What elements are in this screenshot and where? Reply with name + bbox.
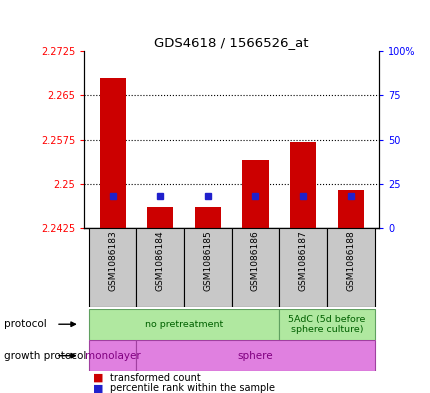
Bar — [89, 309, 279, 340]
Bar — [337, 189, 363, 228]
Text: growth protocol: growth protocol — [4, 351, 86, 361]
Bar — [279, 228, 326, 307]
Text: GSM1086185: GSM1086185 — [203, 230, 212, 291]
Bar — [326, 228, 374, 307]
Bar — [136, 228, 184, 307]
Bar — [147, 207, 173, 228]
Bar — [231, 228, 279, 307]
Text: GSM1086186: GSM1086186 — [250, 230, 259, 291]
Bar — [242, 160, 268, 228]
Text: monolayer: monolayer — [85, 351, 140, 361]
Text: no pretreatment: no pretreatment — [144, 320, 223, 329]
Bar — [194, 207, 221, 228]
Text: GSM1086188: GSM1086188 — [345, 230, 354, 291]
Text: ■: ■ — [92, 373, 103, 383]
Title: GDS4618 / 1566526_at: GDS4618 / 1566526_at — [154, 35, 308, 48]
Text: 5AdC (5d before
sphere culture): 5AdC (5d before sphere culture) — [288, 314, 365, 334]
Text: protocol: protocol — [4, 319, 47, 329]
Text: sphere: sphere — [237, 351, 273, 361]
Bar — [184, 228, 231, 307]
Text: transformed count: transformed count — [110, 373, 200, 383]
Text: percentile rank within the sample: percentile rank within the sample — [110, 383, 274, 393]
Bar — [136, 340, 374, 371]
Bar — [279, 309, 374, 340]
Bar — [289, 142, 316, 228]
Bar — [99, 77, 126, 228]
Text: GSM1086187: GSM1086187 — [298, 230, 307, 291]
Text: GSM1086184: GSM1086184 — [155, 230, 164, 291]
Bar — [89, 228, 136, 307]
Bar — [89, 340, 136, 371]
Text: GSM1086183: GSM1086183 — [108, 230, 117, 291]
Text: ■: ■ — [92, 383, 103, 393]
